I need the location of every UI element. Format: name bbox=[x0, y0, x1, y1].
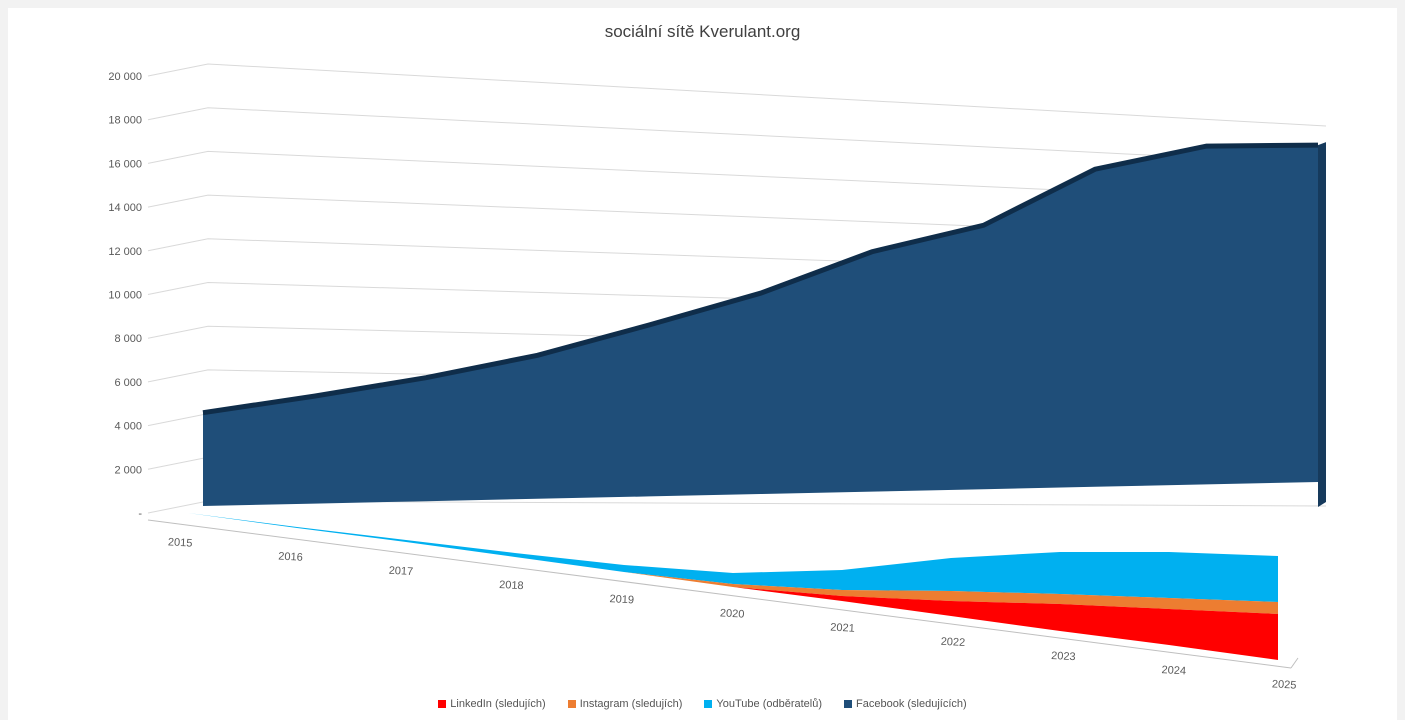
y-tick-label: 2 000 bbox=[114, 464, 142, 476]
floor-corner bbox=[1290, 657, 1299, 669]
x-tick-label: 2020 bbox=[720, 607, 745, 620]
x-tick-label: 2021 bbox=[830, 622, 855, 635]
x-tick-label: 2019 bbox=[609, 593, 634, 606]
legend-label: Instagram (sledujích) bbox=[579, 698, 683, 710]
y-tick-label: 6 000 bbox=[114, 377, 142, 389]
x-tick-label: 2017 bbox=[388, 565, 413, 578]
chart-canvas: sociální sítě Kverulant.org - 2 000 4 000 6… bbox=[8, 8, 1397, 720]
y-tick-label: 12 000 bbox=[108, 246, 142, 258]
legend-item: Instagram (sledujích) bbox=[567, 698, 683, 710]
y-tick-label: - bbox=[138, 508, 142, 520]
x-tick-label: 2022 bbox=[940, 636, 965, 649]
y-tick-label: 8 000 bbox=[114, 333, 142, 345]
x-tick-label: 2018 bbox=[499, 579, 524, 592]
x-tick-label: 2025 bbox=[1272, 678, 1297, 691]
y-tick-label: 20 000 bbox=[108, 71, 142, 83]
legend-item: Facebook (sledujících) bbox=[844, 698, 967, 710]
y-tick-label: 4 000 bbox=[114, 421, 142, 433]
series-area-youtube bbox=[188, 513, 1278, 602]
series-area-instagram bbox=[188, 513, 1278, 614]
y-tick-label: 16 000 bbox=[108, 158, 142, 170]
legend-swatch bbox=[844, 700, 853, 708]
series-side-facebook bbox=[1318, 142, 1326, 507]
legend-item: YouTube (odběratelů) bbox=[704, 698, 822, 710]
legend-label: YouTube (odběratelů) bbox=[716, 698, 823, 710]
gridline bbox=[147, 107, 1327, 165]
series-area-linkedin bbox=[188, 513, 1278, 660]
legend-label: Facebook (sledujících) bbox=[856, 698, 967, 710]
x-tick-label: 2024 bbox=[1161, 664, 1186, 677]
y-tick-label: 10 000 bbox=[108, 290, 142, 302]
gridline bbox=[147, 63, 1327, 127]
legend-swatch bbox=[567, 700, 576, 708]
area-chart-3d: - 2 000 4 000 6 000 8 000 10 000 12 000 14 000 1… bbox=[108, 63, 1327, 692]
y-tick-label: 18 000 bbox=[108, 115, 142, 127]
x-tick-label: 2016 bbox=[278, 551, 303, 564]
chart-title: sociální sítě Kverulant.org bbox=[604, 22, 801, 41]
legend-label: LinkedIn (sledujích) bbox=[450, 698, 546, 710]
legend-swatch bbox=[438, 700, 447, 708]
legend-item: LinkedIn (sledujích) bbox=[438, 698, 546, 710]
gridline bbox=[147, 194, 1327, 241]
x-tick-label: 2023 bbox=[1051, 650, 1076, 663]
x-tick-label: 2015 bbox=[168, 536, 193, 549]
chart-legend: LinkedIn (sledujích) Instagram (sledujích… bbox=[8, 698, 1397, 710]
gridline bbox=[147, 150, 1327, 203]
series-area-facebook bbox=[203, 145, 1318, 506]
y-tick-label: 14 000 bbox=[108, 202, 142, 214]
floor-edge bbox=[147, 519, 1292, 669]
series-edge-facebook bbox=[202, 142, 1319, 416]
legend-swatch bbox=[704, 700, 713, 708]
